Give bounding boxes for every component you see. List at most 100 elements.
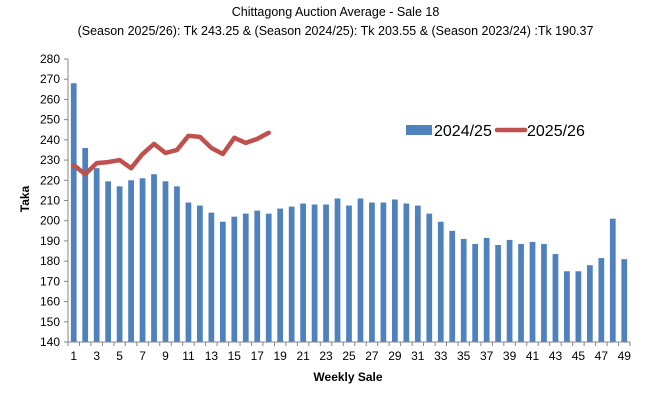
x-tick-label: 43 bbox=[549, 349, 563, 363]
bar bbox=[437, 221, 444, 342]
legend-swatch-2024-25 bbox=[406, 125, 432, 135]
bar bbox=[449, 230, 456, 342]
bar bbox=[323, 204, 329, 342]
x-tick-label: 23 bbox=[319, 349, 333, 363]
y-axis-label: Taka bbox=[18, 185, 32, 212]
bar bbox=[575, 271, 582, 342]
bar bbox=[586, 265, 593, 342]
x-tick-label: 7 bbox=[139, 349, 146, 363]
bar bbox=[392, 199, 398, 342]
bar bbox=[70, 83, 77, 342]
bar bbox=[541, 243, 547, 342]
y-tick-label: 160 bbox=[40, 295, 60, 309]
x-tick-label: 19 bbox=[274, 349, 288, 363]
x-tick-label: 45 bbox=[572, 349, 586, 363]
bar bbox=[254, 210, 261, 342]
y-tick-label: 270 bbox=[40, 72, 60, 86]
x-tick-label: 35 bbox=[457, 349, 471, 363]
x-axis-label: Weekly Sale bbox=[313, 370, 382, 384]
bar bbox=[380, 202, 387, 342]
bar bbox=[139, 178, 146, 342]
bar bbox=[564, 271, 570, 342]
legend: 2024/25 2025/26 bbox=[406, 123, 585, 140]
bar-series-2024-25 bbox=[70, 83, 628, 342]
bar bbox=[426, 213, 433, 342]
bar bbox=[552, 254, 559, 342]
bar bbox=[105, 181, 112, 342]
bar bbox=[621, 259, 628, 342]
x-axis-ticks: 1 3 5 7 9 11 13 15 17 19 21 23 25 27 29 31 33 35 37 39 41 43 4… bbox=[67, 342, 632, 363]
bar bbox=[357, 198, 364, 342]
bar bbox=[495, 244, 501, 342]
x-tick-label: 49 bbox=[618, 349, 632, 363]
bar bbox=[506, 239, 513, 342]
bar bbox=[208, 212, 215, 342]
x-tick-label: 17 bbox=[251, 349, 265, 363]
y-tick-label: 140 bbox=[40, 335, 60, 349]
bar bbox=[518, 243, 524, 342]
bar bbox=[185, 202, 192, 342]
x-tick-label: 29 bbox=[388, 349, 402, 363]
bar bbox=[414, 205, 421, 342]
x-tick-label: 33 bbox=[434, 349, 448, 363]
bar bbox=[174, 186, 180, 342]
bar bbox=[93, 168, 100, 342]
x-tick-label: 15 bbox=[228, 349, 242, 363]
x-tick-label: 11 bbox=[182, 349, 195, 363]
legend-label-2024-25: 2024/25 bbox=[434, 123, 492, 140]
bar bbox=[311, 204, 318, 342]
x-tick-label: 21 bbox=[296, 349, 310, 363]
bar bbox=[128, 180, 134, 342]
bar bbox=[277, 208, 284, 342]
y-tick-label: 200 bbox=[40, 214, 60, 228]
bar bbox=[598, 258, 605, 342]
x-tick-label: 41 bbox=[526, 349, 540, 363]
bar bbox=[403, 203, 410, 342]
bar bbox=[242, 213, 249, 342]
bar bbox=[116, 186, 123, 342]
y-tick-label: 240 bbox=[40, 133, 60, 147]
y-axis-ticks: 140 150 160 170 180 190 200 210 220 230 240 250 260 2… bbox=[40, 52, 68, 349]
chart-title: Chittagong Auction Average - Sale 18 bbox=[231, 5, 440, 19]
y-tick-label: 150 bbox=[40, 315, 60, 329]
chart-subtitle: (Season 2025/26): Tk 243.25 & (Season 20… bbox=[77, 24, 594, 38]
bar bbox=[231, 216, 238, 342]
y-tick-label: 180 bbox=[40, 254, 60, 268]
bar bbox=[300, 203, 306, 342]
line-series-2025-26 bbox=[71, 130, 271, 177]
x-tick-label: 39 bbox=[503, 349, 517, 363]
y-tick-label: 190 bbox=[40, 234, 60, 248]
bar bbox=[529, 241, 536, 342]
bar bbox=[369, 202, 375, 342]
bar bbox=[151, 174, 157, 342]
x-tick-label: 27 bbox=[365, 349, 379, 363]
x-tick-label: 1 bbox=[70, 349, 77, 363]
bar bbox=[162, 181, 169, 342]
x-tick-label: 13 bbox=[205, 349, 219, 363]
bar bbox=[265, 213, 272, 342]
bar bbox=[472, 243, 479, 342]
x-tick-label: 37 bbox=[480, 349, 494, 363]
bar bbox=[334, 198, 341, 342]
x-tick-label: 25 bbox=[342, 349, 356, 363]
x-tick-label: 5 bbox=[116, 349, 123, 363]
x-tick-label: 3 bbox=[93, 349, 100, 363]
y-tick-label: 280 bbox=[40, 52, 60, 66]
y-tick-label: 250 bbox=[40, 113, 60, 127]
bar bbox=[346, 205, 352, 342]
bar bbox=[483, 237, 490, 342]
bar bbox=[609, 218, 616, 342]
y-tick-label: 210 bbox=[40, 194, 60, 208]
y-tick-label: 220 bbox=[40, 173, 60, 187]
bar bbox=[82, 147, 89, 342]
bar bbox=[460, 238, 467, 342]
bar bbox=[219, 221, 226, 342]
x-tick-label: 31 bbox=[411, 349, 425, 363]
y-tick-label: 260 bbox=[40, 92, 60, 106]
line-path bbox=[71, 130, 271, 177]
y-tick-label: 170 bbox=[40, 274, 60, 288]
y-tick-label: 230 bbox=[40, 153, 60, 167]
x-tick-label: 47 bbox=[595, 349, 609, 363]
bar bbox=[288, 206, 295, 342]
